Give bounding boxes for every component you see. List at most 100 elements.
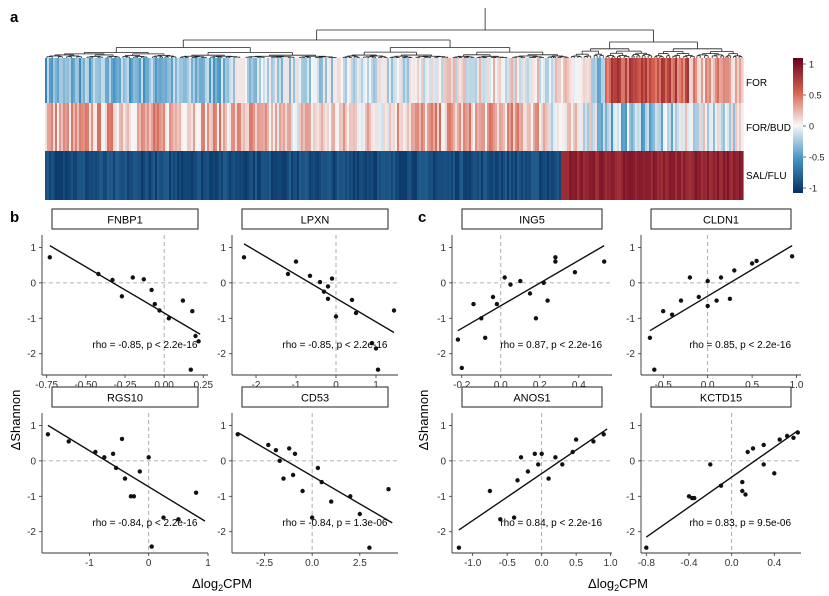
heatmap-cell: [161, 151, 164, 200]
heatmap-cell: [133, 151, 136, 200]
heatmap-cell: [593, 103, 596, 151]
heatmap-cell: [345, 151, 348, 200]
heatmap-cell: [51, 58, 54, 103]
facet-title: RGS10: [107, 393, 143, 405]
heatmap-cell: [245, 103, 248, 151]
x-tick-label: -0.5: [499, 558, 517, 569]
heatmap-cell: [595, 58, 598, 103]
heatmap-cell: [491, 58, 494, 103]
x-tick-label: 0.4: [767, 558, 781, 569]
heatmap-cell: [359, 103, 362, 151]
heatmap-cell: [403, 151, 406, 200]
heatmap-cell: [427, 58, 430, 103]
heatmap-cell: [431, 58, 434, 103]
heatmap-cell: [597, 151, 600, 200]
heatmap-cell: [259, 151, 262, 200]
heatmap-cell: [465, 151, 468, 200]
heatmap-cell: [59, 151, 62, 200]
heatmap-cell: [645, 103, 648, 151]
heatmap-cell: [73, 58, 76, 103]
heatmap-cell: [385, 58, 388, 103]
data-point: [45, 432, 51, 437]
heatmap-cell: [87, 103, 90, 151]
heatmap-cell: [431, 103, 434, 151]
heatmap-cell: [393, 151, 396, 200]
heatmap-cell: [175, 58, 178, 103]
heatmap-cell: [217, 58, 220, 103]
heatmap-cell: [527, 58, 530, 103]
heatmap-cell: [291, 58, 294, 103]
heatmap-cell: [175, 103, 178, 151]
heatmap-cell: [637, 58, 640, 103]
heatmap-cell: [119, 58, 122, 103]
heatmap-cell: [511, 103, 514, 151]
heatmap-cell: [383, 58, 386, 103]
heatmap-cell: [91, 103, 94, 151]
x-tick-label: -0.25: [114, 380, 137, 391]
heatmap-cell: [327, 58, 330, 103]
heatmap-cell: [253, 58, 256, 103]
data-point: [329, 499, 334, 504]
heatmap-cell: [397, 58, 400, 103]
heatmap-cell: [197, 58, 200, 103]
heatmap-cell: [519, 58, 522, 103]
heatmap-cell: [675, 58, 678, 103]
heatmap-cell: [271, 151, 274, 200]
data-point: [273, 448, 279, 453]
heatmap-cell: [595, 151, 598, 200]
heatmap-cell: [169, 58, 172, 103]
heatmap-cell: [477, 151, 480, 200]
heatmap-cell: [113, 103, 116, 151]
heatmap-cell: [239, 58, 242, 103]
heatmap-cell: [713, 103, 716, 151]
heatmap-cell: [613, 151, 616, 200]
panel-label-b: b: [10, 209, 19, 226]
heatmap-cell: [357, 151, 360, 200]
heatmap-cell: [319, 58, 322, 103]
heatmap-cell: [61, 151, 64, 200]
facet-strip: [650, 208, 792, 230]
heatmap-cell: [323, 103, 326, 151]
data-point: [527, 291, 533, 296]
heatmap-cell: [667, 103, 670, 151]
heatmap-cell: [265, 103, 268, 151]
data-point: [570, 449, 575, 455]
heatmap-cell: [139, 58, 142, 103]
heatmap-cell: [595, 103, 598, 151]
heatmap-cell: [253, 151, 256, 200]
heatmap-cell: [709, 103, 712, 151]
heatmap-cell: [335, 103, 338, 151]
heatmap-cell: [611, 103, 614, 151]
heatmap-cell: [403, 103, 406, 151]
heatmap-cell: [653, 151, 656, 200]
heatmap-cell: [327, 151, 330, 200]
heatmap-cell: [465, 103, 468, 151]
heatmap-cell: [267, 151, 270, 200]
heatmap-cell: [195, 58, 198, 103]
heatmap-cell: [297, 103, 300, 151]
facet-cd53: CD53 1 0 -1 -2 -2.5 0.0 2.5 rho = -0.84, p = 1.3…: [217, 386, 398, 569]
heatmap-cell: [439, 58, 442, 103]
x-tick-label: 0.5: [745, 380, 759, 391]
heatmap-cell: [425, 103, 428, 151]
heatmap-cell: [625, 103, 628, 151]
data-point: [573, 437, 579, 442]
x-tick-label: 0.0: [305, 558, 319, 569]
heatmap-cell: [495, 58, 498, 103]
heatmap-cell: [541, 151, 544, 200]
heatmap-cell: [313, 58, 316, 103]
y-tick-label: 1: [440, 421, 446, 432]
heatmap-cell: [81, 58, 84, 103]
heatmap-cell: [585, 151, 588, 200]
heatmap-cell: [257, 151, 260, 200]
heatmap-cell: [709, 151, 712, 200]
heatmap-cell: [471, 103, 474, 151]
heatmap-cell: [603, 151, 606, 200]
heatmap-cell: [521, 58, 524, 103]
data-point: [93, 449, 98, 455]
heatmap-cell: [193, 103, 196, 151]
heatmap-cell: [341, 151, 344, 200]
heatmap-cell: [123, 103, 126, 151]
heatmap-cell: [579, 58, 582, 103]
heatmap-cell: [331, 151, 334, 200]
